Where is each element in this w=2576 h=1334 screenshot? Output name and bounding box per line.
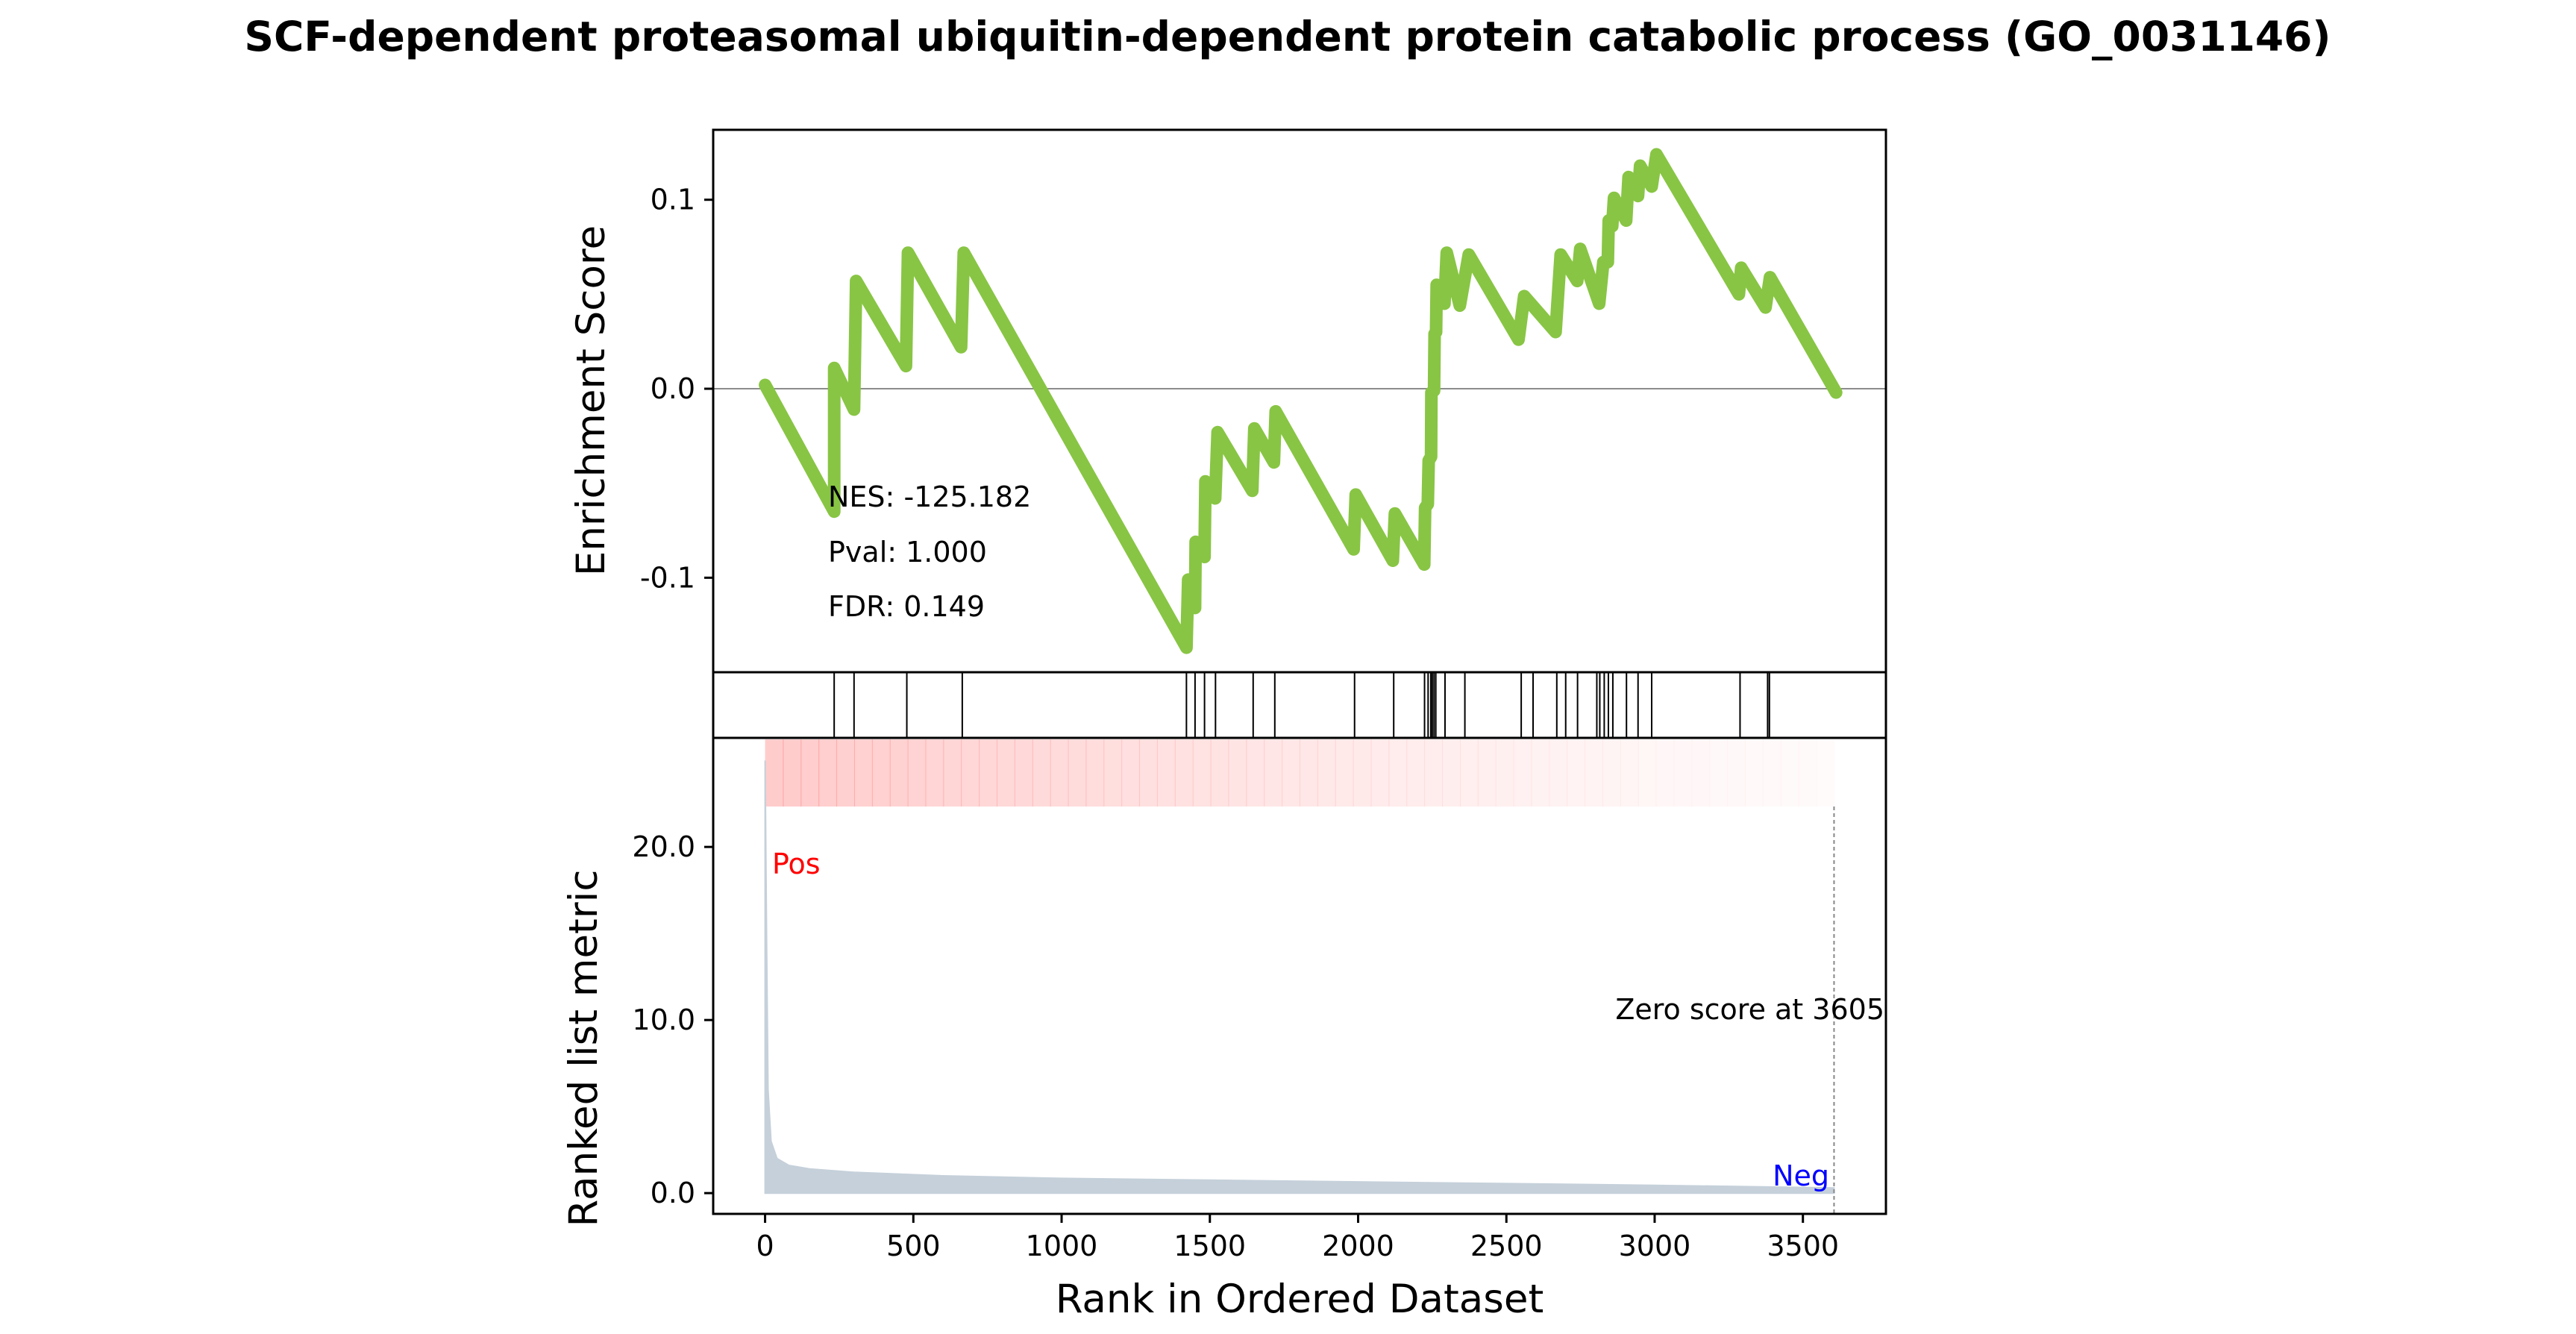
heat-bar-segment — [1264, 739, 1283, 807]
heat-bar-segment — [1424, 739, 1444, 807]
heat-bar-segment — [853, 739, 873, 807]
heat-bar-segment — [1406, 739, 1426, 807]
x-tick-label: 1000 — [1026, 1230, 1098, 1262]
heat-bar-segment — [1513, 739, 1532, 807]
enrichment-score-panel: 0.1 0.0 -0.1 Enrichment Score NES: -125.18… — [568, 128, 1887, 674]
heat-bar-segment — [907, 739, 927, 807]
nes-label: NES: -125.182 — [828, 480, 1031, 513]
ranked-metric-y-label: Ranked list metric — [561, 870, 607, 1227]
gene-hit-ticks — [833, 672, 1770, 738]
zero-score-label: Zero score at 3605 — [1615, 993, 1884, 1026]
x-tick-label: 2000 — [1322, 1230, 1394, 1262]
heat-bar-segment — [1282, 739, 1300, 807]
heat-bar-segment — [1567, 739, 1586, 807]
pos-label: Pos — [772, 848, 821, 880]
heat-bar-segment — [1121, 739, 1141, 807]
gene-hits-panel — [712, 671, 1887, 739]
es-y-tick-label: -0.1 — [640, 561, 695, 594]
x-tick-label: 3000 — [1619, 1230, 1691, 1262]
rank-y-tick-label: 20.0 — [632, 830, 695, 863]
heat-bar-segment — [1139, 739, 1158, 807]
heat-bar-segment — [1727, 739, 1746, 807]
heat-bar-segment — [1477, 739, 1497, 807]
heat-bar-segment — [1370, 739, 1390, 807]
heat-bar-segment — [800, 739, 820, 807]
heat-bar-segment — [1317, 739, 1336, 807]
ranked-metric-panel: 20.0 10.0 0.0 0 500 1000 1500 2000 2500 3000 3500… — [561, 736, 1887, 1322]
heat-bar-segment — [1300, 739, 1318, 807]
gene-hits-frame — [712, 671, 1887, 739]
enrichment-score-y-label: Enrichment Score — [568, 225, 614, 576]
ranked-metric-frame — [712, 736, 1887, 1215]
heat-bar-segment — [943, 739, 962, 807]
heat-bar-segment — [1050, 739, 1069, 807]
heat-bar-segment — [1032, 739, 1051, 807]
heat-bar-segment — [1459, 739, 1479, 807]
heat-bar-segment — [1745, 739, 1764, 807]
heat-bar-segment — [1655, 739, 1675, 807]
x-axis-label: Rank in Ordered Dataset — [1056, 1277, 1544, 1322]
heat-bar-segment — [1799, 739, 1817, 807]
heat-bar-segment — [979, 739, 998, 807]
heat-bar-segment — [1335, 739, 1354, 807]
heat-bar-segment — [1781, 739, 1799, 807]
heat-bar-segment — [1014, 739, 1033, 807]
heat-bar-segment — [1638, 739, 1657, 807]
ranked-metric-area — [764, 760, 1835, 1194]
heat-bar-segment — [871, 739, 891, 807]
pval-label: Pval: 1.000 — [828, 536, 987, 569]
es-y-tick-label: 0.0 — [651, 372, 695, 405]
fdr-label: FDR: 0.149 — [828, 590, 985, 623]
heat-bar-segment — [925, 739, 944, 807]
chart-title: SCF-dependent proteasomal ubiquitin-depe… — [244, 13, 2331, 60]
heat-bar-segment — [961, 739, 980, 807]
heat-bar-segment — [1353, 739, 1372, 807]
heat-bar-segment — [1602, 739, 1621, 807]
heat-bar-segment — [1174, 739, 1194, 807]
heat-bar-segment — [1763, 739, 1781, 807]
heat-bar-segment — [836, 739, 855, 807]
heat-bar-segment — [1691, 739, 1710, 807]
heat-bar-segment — [1085, 739, 1105, 807]
heat-bar-segment — [1442, 739, 1461, 807]
heat-bar-segment — [997, 739, 1015, 807]
x-tick-label: 3500 — [1767, 1230, 1839, 1262]
heat-bar-segment — [1068, 739, 1087, 807]
es-curve — [759, 148, 1843, 654]
heat-bar-segment — [1228, 739, 1247, 807]
x-axis-ticks: 0 500 1000 1500 2000 2500 3000 3500 — [756, 1214, 1839, 1262]
heat-bar-segment — [1156, 739, 1176, 807]
heat-bar-segment — [1709, 739, 1728, 807]
enrichment-score-line — [759, 148, 1843, 654]
heat-bar-segment — [1531, 739, 1550, 807]
rank-y-tick-label: 0.0 — [651, 1177, 695, 1209]
heat-bar-segment — [1192, 739, 1212, 807]
heat-bar-segment — [1549, 739, 1568, 807]
heat-bar-segment — [1210, 739, 1229, 807]
ranked-metric-fill — [764, 760, 1835, 1194]
heat-bar-segment — [1817, 739, 1835, 807]
heat-bar-segment — [818, 739, 838, 807]
rank-y-tick-label: 10.0 — [632, 1003, 695, 1036]
heat-bar-segment — [1495, 739, 1514, 807]
heat-bar-segment — [1673, 739, 1693, 807]
x-tick-label: 500 — [886, 1230, 941, 1262]
x-tick-label: 2500 — [1470, 1230, 1543, 1262]
heat-bar-segment — [1103, 739, 1123, 807]
ranked-metric-y-ticks: 20.0 10.0 0.0 — [632, 830, 713, 1209]
heat-bar-segment — [765, 739, 784, 807]
heat-bar-segment — [783, 739, 802, 807]
heat-bar-segment — [1620, 739, 1639, 807]
x-tick-label: 0 — [756, 1230, 774, 1262]
heat-bar-segment — [1388, 739, 1408, 807]
x-tick-label: 1500 — [1173, 1230, 1246, 1262]
heat-bar-segment — [889, 739, 909, 807]
ranked-heat-bar — [765, 739, 1835, 807]
heat-bar-segment — [1585, 739, 1603, 807]
neg-label: Neg — [1773, 1159, 1829, 1192]
heat-bar-segment — [1246, 739, 1265, 807]
es-y-tick-label: 0.1 — [651, 184, 695, 216]
enrichment-score-y-ticks: 0.1 0.0 -0.1 — [640, 184, 713, 594]
